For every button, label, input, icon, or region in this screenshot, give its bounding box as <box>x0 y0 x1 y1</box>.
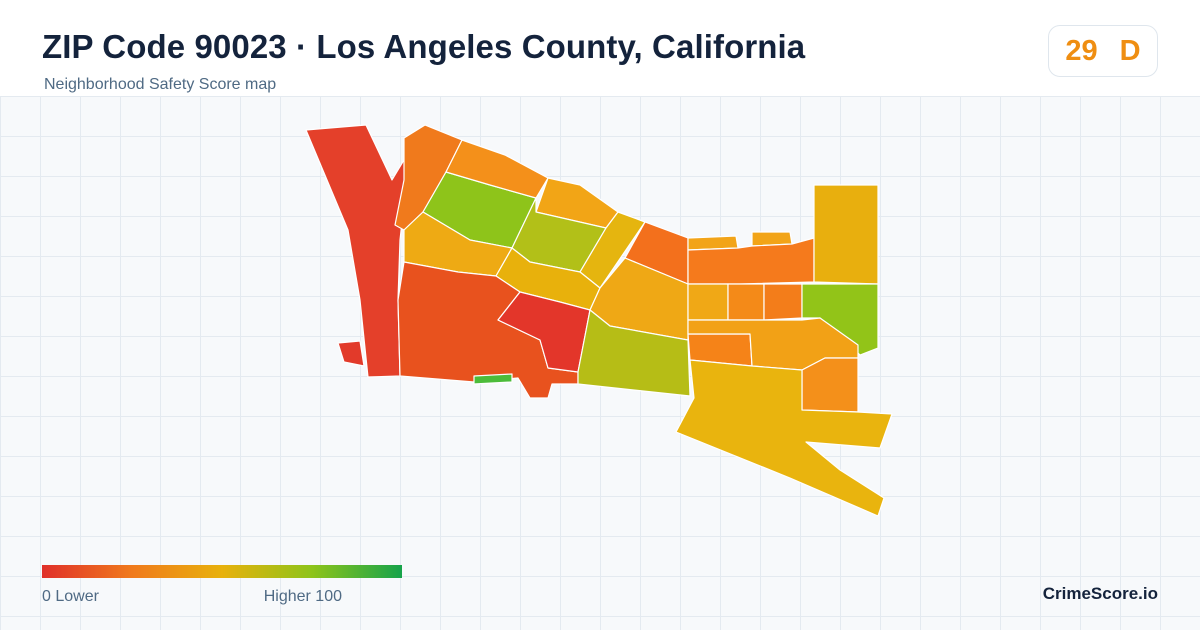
legend-max-label: Higher 100 <box>263 588 342 605</box>
brand-logo-text: CrimeScore.io <box>1042 584 1158 603</box>
map-region-south-green-sliver[interactable] <box>473 373 513 385</box>
map-region-east-mid-orange-1[interactable] <box>727 283 765 321</box>
page-title: ZIP Code 90023 · Los Angeles County, Cal… <box>42 28 806 65</box>
legend-color-bar <box>42 565 402 578</box>
legend-min-label: 0 Lower <box>42 588 99 605</box>
header-band <box>0 0 1200 96</box>
map-region-west-small-red[interactable] <box>337 340 365 367</box>
score-value: 29 <box>1065 34 1098 67</box>
map-region-center-red[interactable] <box>497 291 591 373</box>
legend-labels: 0 Lower Higher 100 <box>42 588 342 606</box>
map-region-southeast-orange-small[interactable] <box>801 357 859 413</box>
map-region-east-mid-orange-2[interactable] <box>763 283 803 321</box>
map-region-southeast-gold[interactable] <box>675 359 893 517</box>
page-subtitle: Neighborhood Safety Score map <box>44 76 277 93</box>
map-region-west-strip[interactable] <box>305 124 411 378</box>
score-badge: 29 D <box>1048 25 1158 77</box>
map-region-east-mid-amber[interactable] <box>687 283 729 321</box>
map-region-south-yellowgreen[interactable] <box>577 309 691 397</box>
score-grade: D <box>1119 34 1141 67</box>
map-region-far-east-gold[interactable] <box>813 184 879 285</box>
map-region-east-green[interactable] <box>801 283 879 356</box>
